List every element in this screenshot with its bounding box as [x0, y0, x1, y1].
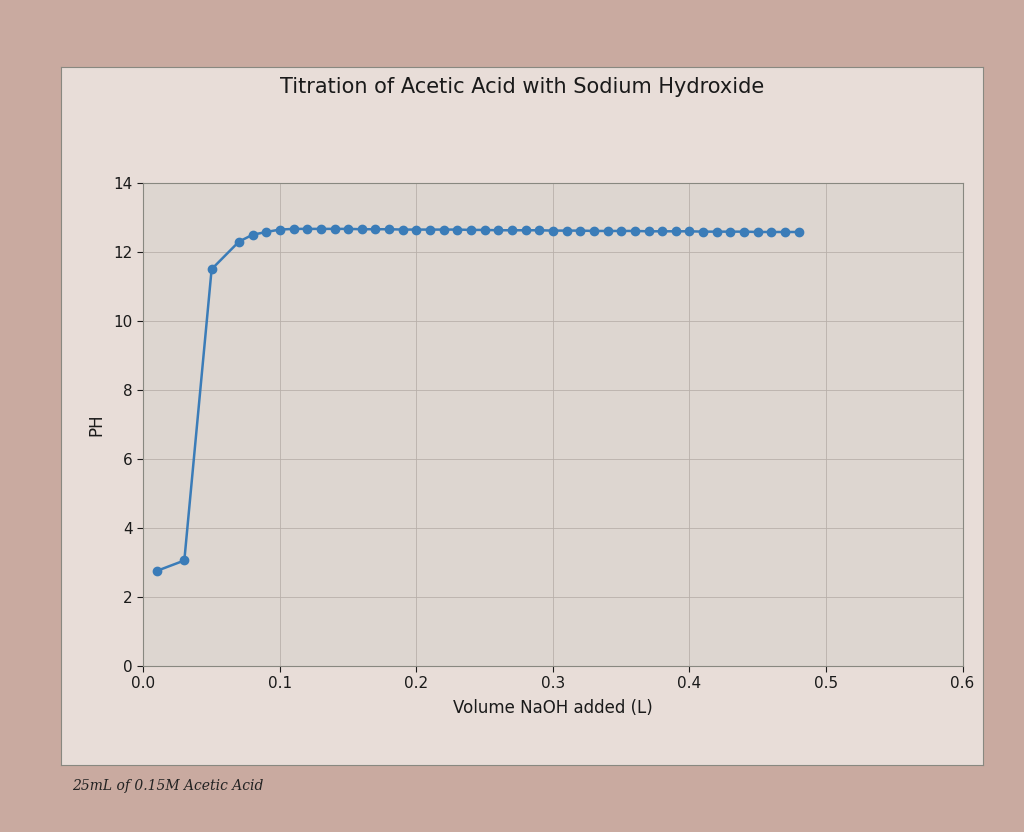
X-axis label: Volume NaOH added (L): Volume NaOH added (L)	[453, 700, 653, 717]
Text: 25mL of 0.15M Acetic Acid: 25mL of 0.15M Acetic Acid	[72, 780, 263, 794]
Y-axis label: PH: PH	[87, 413, 105, 436]
Text: Titration of Acetic Acid with Sodium Hydroxide: Titration of Acetic Acid with Sodium Hyd…	[281, 77, 764, 97]
